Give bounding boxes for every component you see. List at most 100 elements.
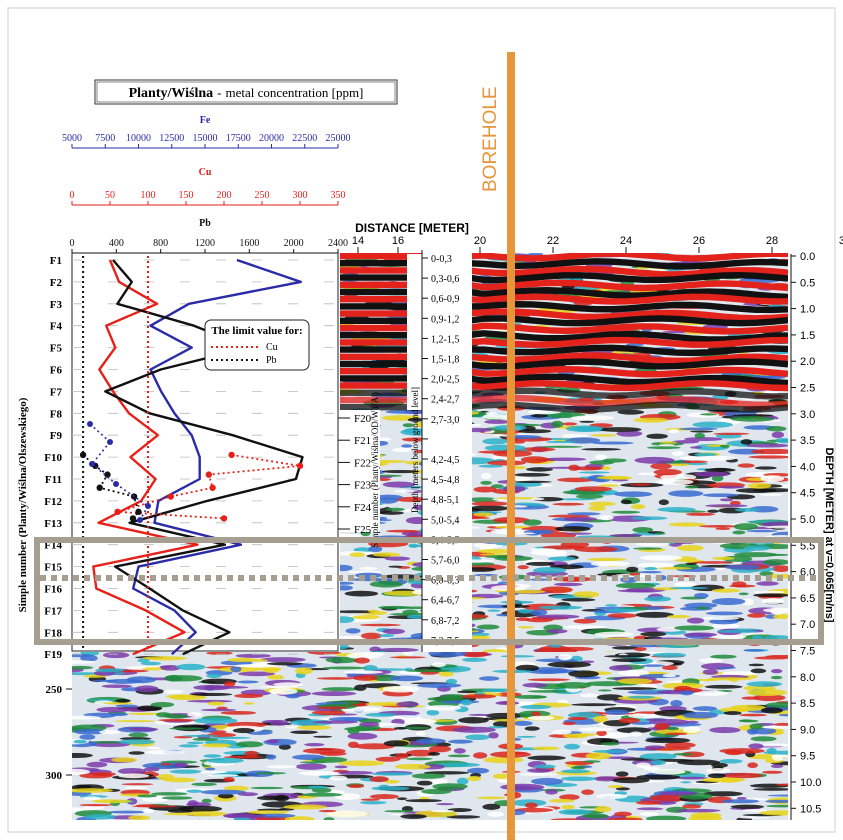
gpr-y-tick-label: 5.5 — [800, 540, 815, 552]
lower-y-tick-label: 300 — [46, 770, 63, 782]
depth-interval-label: 0,9-1,2 — [431, 314, 459, 325]
deep-sample-label: F24 — [354, 502, 372, 514]
sample-label: F17 — [44, 605, 62, 617]
limit-legend-cu: Cu — [266, 342, 278, 353]
series-line-pb — [104, 259, 304, 656]
lower-y-tick-label: 250 — [46, 684, 63, 696]
gpr-y-tick-label: 3.0 — [800, 409, 815, 421]
borehole-label: BOREHOLE — [480, 86, 501, 192]
pb-axis: 0 400 800 1200 1600 2000 2400 Pb — [70, 218, 348, 254]
axis-title: Fe — [200, 115, 211, 126]
axis-tick-label: 20000 — [259, 133, 284, 144]
axis-title: Pb — [199, 218, 211, 229]
sample-column-label: Simple number (Planty/Wiśłna/OD/W1/A') — [370, 392, 380, 548]
gpr-x-tick-label: 22 — [547, 235, 559, 247]
title-main: Planty/Wiślna — [129, 86, 214, 101]
limit-legend-pb: Pb — [266, 355, 277, 366]
gpr-y-tick-label: 0.5 — [800, 277, 815, 289]
axis-tick-label: 7500 — [95, 133, 115, 144]
axis-tick-label: 2000 — [284, 238, 304, 249]
gpr-x-axis-label: DISTANCE [METER] — [355, 221, 469, 235]
sample-label: F4 — [50, 321, 63, 333]
f-labels-deep: F20 F21 F22 F23 F24 F25 — [338, 410, 380, 536]
gpr-y-tick-label: 7.0 — [800, 619, 815, 631]
limit-legend-title: The limit value for: — [211, 325, 302, 337]
depth-interval-label: 6,4-6,7 — [431, 596, 459, 607]
axis-tick-label: 250 — [255, 190, 270, 201]
axis-tick-label: 1600 — [239, 238, 259, 249]
sample-label: F15 — [44, 562, 62, 574]
sample-label: F1 — [50, 255, 62, 267]
axis-tick-label: 300 — [293, 190, 308, 201]
axis-tick-label: 12500 — [159, 133, 184, 144]
limit-legend: The limit value for: Cu Pb — [204, 319, 310, 371]
depth-interval-label: 2,4-2,7 — [431, 395, 459, 406]
axis-tick-label: 200 — [217, 190, 232, 201]
gpr-x-tick-label: 30 — [839, 235, 843, 247]
axis-tick-label: 100 — [141, 190, 156, 201]
sample-label: F16 — [44, 584, 62, 596]
lower-y-ticks: 250 300 — [46, 684, 72, 782]
sample-label: F13 — [44, 518, 62, 530]
sample-label: F19 — [44, 649, 62, 661]
sample-label: F10 — [44, 452, 62, 464]
gpr-y-tick-label: 7.5 — [800, 646, 815, 658]
depth-interval-column: 0-0,3 0,3-0,6 0,6-0,9 0,9-1,2 1,2-1,5 1,5-1,8… — [370, 250, 472, 652]
sample-label: F18 — [44, 627, 62, 639]
gpr-y-tick-label: 6.5 — [800, 593, 815, 605]
axis-title: Cu — [199, 167, 212, 178]
depth-interval-label: 6,8-7,2 — [431, 616, 459, 627]
deep-sample-label: F20 — [354, 413, 372, 425]
axis-tick-label: 25000 — [326, 133, 351, 144]
depth-column-label: Depth [meters below ground level] — [410, 387, 420, 513]
depth-interval-label: 0,6-0,9 — [431, 294, 459, 305]
gpr-y-ticks: 0.00.51.01.52.02.53.03.54.04.55.05.56.06… — [790, 251, 821, 820]
depth-cu-point — [220, 515, 228, 522]
axis-tick-label: 150 — [179, 190, 194, 201]
depth-dotted-series — [79, 421, 304, 523]
sample-label: F12 — [44, 496, 62, 508]
gpr-x-tick-label: 16 — [392, 235, 404, 247]
depth-pb-point — [96, 484, 103, 491]
concentration-plot-area — [72, 253, 338, 651]
gpr-y-tick-label: 8.5 — [800, 698, 815, 710]
cu-axis: 0 50 100 150 200 250 300 350 Cu — [70, 167, 346, 206]
axis-tick-label: 2400 — [328, 238, 348, 249]
sample-label: F6 — [50, 365, 63, 377]
gpr-x-tick-label: 14 — [352, 235, 364, 247]
sample-label: F7 — [50, 386, 63, 398]
gpr-x-tick-label: 28 — [766, 235, 778, 247]
gpr-y-tick-label: 3.5 — [800, 435, 815, 447]
borehole-marker — [507, 52, 515, 840]
gpr-y-tick-label: 10.0 — [800, 777, 821, 789]
depth-interval-label: 1,2-1,5 — [431, 334, 459, 345]
gpr-y-tick-label: 4.0 — [800, 461, 815, 473]
gpr-y-tick-label: 4.5 — [800, 488, 815, 500]
depth-pb-point — [79, 451, 87, 459]
axis-tick-label: 15000 — [193, 133, 218, 144]
axis-tick-label: 400 — [109, 238, 124, 249]
gpr-radargram-lower — [72, 652, 788, 820]
gpr-y-tick-label: 9.0 — [800, 724, 815, 736]
depth-cu-point — [296, 462, 304, 470]
gpr-y-tick-label: 1.5 — [800, 330, 815, 342]
gpr-y-tick-label: 2.5 — [800, 383, 815, 395]
gpr-y-tick-label: 0.0 — [800, 251, 815, 263]
gpr-x-tick-label: 24 — [620, 235, 632, 247]
sample-label: F5 — [50, 343, 63, 355]
depth-pb-point — [104, 471, 111, 478]
title-box: Planty/Wiślna - metal concentration [ppm… — [94, 79, 398, 105]
gpr-x-tick-label: 20 — [474, 235, 486, 247]
deep-sample-label: F23 — [354, 480, 372, 492]
depth-interval-label: 2,0-2,5 — [431, 375, 459, 386]
axis-tick-label: 800 — [153, 238, 168, 249]
sample-label: F11 — [45, 474, 62, 486]
title-sub: metal concentration [ppm] — [226, 85, 364, 100]
gpr-y-tick-label: 9.5 — [800, 751, 815, 763]
svg-text:Planty/Wiślna - m: Planty/Wiślna - metal concentration [ppm… — [129, 84, 364, 101]
depth-interval-label: 2,7-3,0 — [431, 415, 459, 426]
axis-tick-label: 0 — [70, 238, 75, 249]
concentration-series — [92, 258, 304, 656]
sample-label: F3 — [50, 299, 63, 311]
